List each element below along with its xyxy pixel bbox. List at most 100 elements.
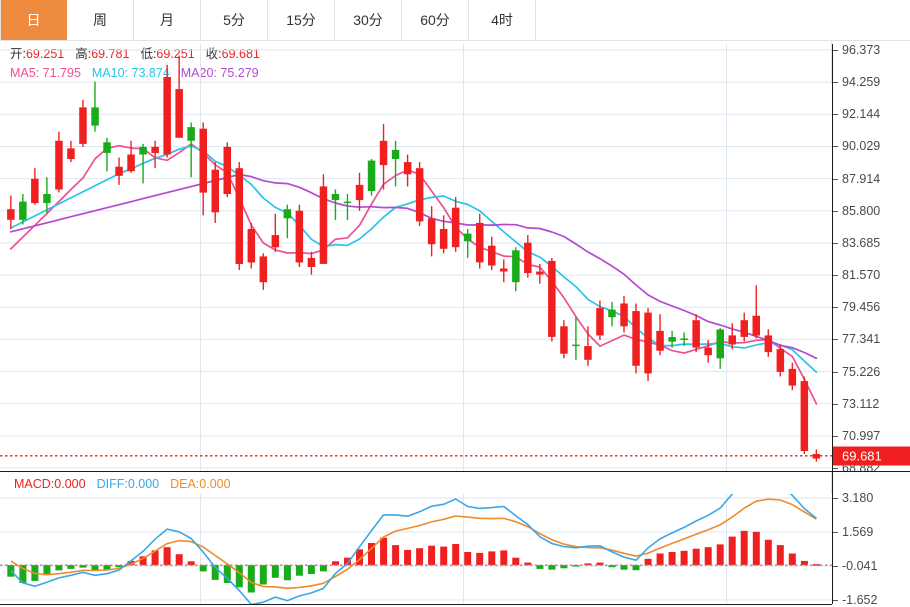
candle-body (283, 209, 292, 219)
candle-body (716, 329, 724, 359)
period-tab-2[interactable]: 月 (134, 0, 201, 40)
price-axis: 96.373 94.259 92.144 90.029 87.914 85.800 83.6… (832, 43, 910, 475)
macd-histogram-bar (43, 565, 51, 575)
candle (752, 285, 760, 339)
macd-histogram-bar (752, 531, 760, 566)
candle-body (91, 107, 99, 126)
candle (788, 362, 797, 391)
macd-histogram-bar (307, 565, 315, 574)
candle (764, 329, 773, 357)
macd-chart-panel[interactable] (0, 494, 832, 604)
candle-body (7, 209, 15, 220)
candle-body (295, 210, 304, 263)
candle-body (235, 168, 243, 264)
macd-axis: 3.180 1.569 -0.041 -1.652 (832, 472, 910, 607)
period-tab-3[interactable]: 5分 (201, 0, 268, 40)
candle (596, 300, 604, 341)
price-axis-tick (833, 307, 838, 309)
candle (427, 206, 436, 257)
price-axis-label-6: 83.685 (842, 235, 881, 250)
macd-label: MACD: (14, 477, 55, 491)
macd-histogram-bar (608, 565, 616, 568)
macd-histogram-bar (644, 558, 652, 566)
candle (7, 195, 15, 230)
candle-body (764, 335, 773, 353)
macd-axis-tick (833, 498, 838, 499)
candle-body (608, 309, 616, 318)
candle-body (55, 140, 63, 190)
candle-body (31, 178, 39, 204)
candle (415, 162, 424, 226)
ma10-label: MA10: (91, 66, 129, 80)
macd-histogram-bar (560, 565, 568, 569)
candle (476, 213, 484, 269)
candle-body (464, 233, 472, 242)
macd-histogram-bar (163, 547, 171, 566)
macd-histogram-bar (211, 565, 219, 580)
price-axis-tick (833, 339, 838, 341)
macd-histogram-bar (452, 544, 460, 566)
macd-histogram-bar (368, 543, 375, 566)
ma20-label: MA20: (180, 66, 217, 80)
dea-label: DEA: (170, 477, 200, 491)
candle-body (776, 349, 785, 372)
candle-body (500, 268, 508, 272)
ma-row: MA5: 71.795 MA10: 73.874 MA20: 75.279 (10, 64, 831, 83)
macd-histogram-bar (668, 552, 676, 566)
candle (163, 64, 171, 158)
period-tab-6[interactable]: 60分 (402, 0, 469, 40)
period-tab-7[interactable]: 4时 (469, 0, 536, 40)
candle (776, 344, 785, 377)
ma5-label: MA5: (10, 66, 40, 80)
period-tab-5[interactable]: 30分 (335, 0, 402, 40)
macd-histogram-bar (512, 557, 520, 566)
candle (331, 189, 340, 220)
macd-histogram-bar (428, 545, 436, 566)
period-tab-4[interactable]: 15分 (268, 0, 335, 40)
candle (55, 131, 63, 193)
macd-histogram-bar (488, 551, 496, 566)
macd-histogram-bar (235, 565, 243, 588)
candle-body (644, 312, 652, 374)
candle (800, 376, 809, 455)
candle-body (271, 235, 280, 248)
macd-histogram-bar (596, 562, 604, 566)
ma20-line (9, 173, 818, 360)
candle (644, 308, 652, 382)
macd-histogram-bar (392, 545, 400, 566)
candle (403, 154, 412, 187)
candle-body (788, 368, 797, 386)
macd-histogram-bar (692, 548, 700, 566)
candle-body (103, 142, 111, 153)
macd-axis-label-2: -0.041 (842, 558, 878, 573)
candle-body (451, 207, 460, 248)
macd-histogram-bar (91, 565, 99, 571)
candle-body (704, 347, 712, 356)
candle-body (439, 229, 448, 249)
candle-body (752, 315, 760, 336)
period-tab-1[interactable]: 周 (67, 0, 134, 40)
candle-body (79, 107, 87, 144)
candle (680, 332, 688, 347)
ma10-value: 73.874 (131, 66, 170, 80)
price-axis-label-7: 81.570 (842, 268, 881, 283)
candle (91, 81, 99, 132)
macd-histogram-bar (79, 565, 87, 568)
macd-value: 0.000 (54, 477, 86, 491)
ma5-line (9, 143, 818, 405)
candle (716, 327, 724, 369)
candle-body (728, 335, 736, 345)
macd-histogram-bar (680, 550, 688, 566)
price-axis-label-8: 79.456 (842, 300, 881, 315)
macd-plot[interactable] (0, 494, 832, 604)
macd-histogram-bar (728, 536, 736, 566)
price-axis-label-4: 87.914 (842, 171, 881, 186)
candlestick-plot[interactable] (0, 44, 832, 472)
price-chart-panel[interactable] (0, 44, 832, 472)
candle-body (740, 320, 748, 337)
candle-body (692, 320, 700, 348)
candle (524, 235, 532, 278)
price-axis-tick (833, 371, 838, 373)
candle (43, 177, 51, 214)
period-tab-0[interactable]: 日 (0, 0, 67, 40)
